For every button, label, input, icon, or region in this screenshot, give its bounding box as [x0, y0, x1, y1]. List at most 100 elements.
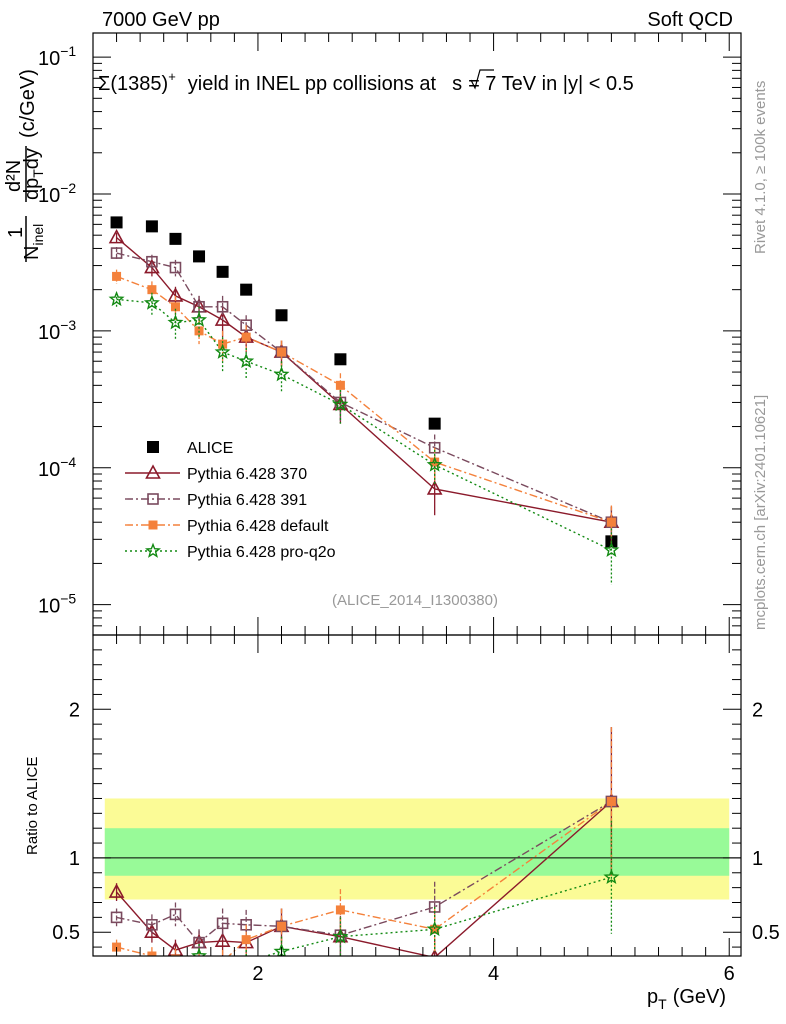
title-text: yield in INEL pp collisions at — [188, 73, 437, 95]
point-pq2o — [108, 290, 125, 307]
point-alice — [193, 250, 206, 263]
series-line-p370 — [116, 237, 612, 523]
ratio-point-pdefault — [606, 796, 616, 806]
y-tick-label: 10−4 — [38, 454, 76, 481]
point-pdefault — [335, 380, 345, 390]
point-alice — [110, 216, 123, 229]
legend-marker-pdefault — [148, 520, 158, 530]
ratio-ylabel: Ratio to ALICE — [24, 757, 41, 855]
point-p370 — [214, 311, 231, 326]
ratio-point-p370 — [214, 932, 231, 947]
legend-marker-p391 — [147, 493, 159, 505]
point-p391 — [169, 261, 182, 274]
point-pdefault — [170, 302, 180, 312]
legend-label-pdefault: Pythia 6.428 default — [187, 518, 329, 535]
ratio-point-pdefault — [218, 957, 227, 966]
ratio-y-tick-label-right: 0.5 — [752, 922, 780, 944]
ratio-point-pq2o — [603, 868, 620, 885]
point-alice — [334, 353, 347, 366]
ylabel-one: 1 — [5, 227, 27, 238]
series-line-p391 — [116, 252, 612, 523]
xlabel-sub: T — [658, 996, 667, 1012]
ratio-point-pdefault — [430, 924, 440, 934]
ratio-point-p391 — [146, 918, 158, 931]
main-series-points — [108, 216, 620, 585]
ratio-band — [93, 798, 741, 900]
ratio-point-pdefault — [170, 954, 180, 956]
series-line-pq2o — [116, 298, 612, 551]
point-alice — [145, 220, 158, 233]
legend-label-pq2o: Pythia 6.428 pro-q2o — [187, 544, 336, 561]
ratio-point-pq2o — [245, 953, 248, 956]
title-particle: Σ(1385) — [98, 73, 168, 95]
ratio-point-p391 — [169, 908, 182, 921]
legend-marker-pq2o — [144, 542, 162, 558]
ratio-point-pq2o — [110, 960, 122, 972]
point-pq2o — [426, 456, 443, 472]
header-right: Soft QCD — [647, 9, 733, 31]
ratio-series-points — [108, 727, 620, 975]
point-pq2o — [238, 352, 255, 369]
point-pdefault — [277, 347, 287, 357]
main-ylabel: Ninel 1 dpTdy d²N (c/GeV) — [3, 69, 46, 262]
ratio-line-p370 — [116, 800, 612, 956]
point-pq2o — [603, 541, 620, 557]
main-series-lines — [116, 237, 612, 551]
legend: ALICE Pythia 6.428 370 Pythia 6.428 391 Pyt… — [125, 440, 336, 561]
ylabel-dpt-sub: T — [30, 169, 46, 178]
legend-marker-p370 — [145, 464, 161, 479]
point-p370 — [426, 480, 443, 495]
ratio-point-pq2o — [426, 920, 443, 937]
header-left: 7000 GeV pp — [102, 9, 220, 31]
main-axes: 10−5 10−4 10−3 10−2 10−1 — [38, 33, 741, 636]
xlabel-units: (GeV) — [673, 986, 726, 1008]
point-p391 — [146, 255, 158, 268]
point-pq2o — [143, 294, 160, 310]
y-tick-label: 10−2 — [38, 180, 76, 207]
point-pq2o — [332, 396, 349, 412]
point-pdefault — [112, 271, 122, 281]
x-tick-label: 2 — [252, 963, 263, 985]
point-pq2o — [167, 314, 184, 330]
ylabel-n-inel-sub: inel — [30, 224, 46, 246]
ratio-point-pq2o — [332, 928, 349, 944]
point-p391 — [110, 247, 123, 259]
plot-title: Σ(1385)+ yield in INEL pp collisions at s =… — [98, 69, 634, 95]
ratio-point-p370 — [108, 883, 125, 898]
sqrt-symbol — [470, 69, 494, 90]
ratio-point-pdefault — [147, 951, 157, 956]
title-charge: + — [168, 69, 176, 84]
point-pq2o — [214, 343, 231, 359]
y-tick-label: 10−3 — [38, 317, 76, 344]
ratio-point-pdefault — [277, 921, 287, 931]
title-sqrt: s — [452, 73, 462, 95]
ratio-point-pq2o — [191, 947, 208, 956]
ratio-point-pq2o — [169, 963, 181, 975]
ratio-band-inner — [104, 828, 730, 876]
ylabel-units: (c/GeV) — [17, 69, 39, 138]
x-tick-label: 6 — [724, 963, 735, 985]
legend-label-p370: Pythia 6.428 370 — [187, 466, 307, 483]
ratio-point-pdefault — [335, 905, 345, 915]
point-pdefault — [147, 285, 157, 295]
point-alice — [216, 265, 229, 278]
y-tick-label: 10−1 — [38, 43, 76, 70]
point-p391 — [216, 300, 229, 313]
point-pdefault — [241, 332, 251, 342]
x-tick-label: 4 — [488, 963, 499, 985]
ratio-line-p391 — [116, 800, 612, 944]
xlabel-p: p — [647, 986, 658, 1008]
title-tail: = 7 TeV in |y| < 0.5 — [468, 73, 634, 95]
y-tick-label: 10−5 — [38, 591, 76, 618]
point-p370 — [108, 228, 125, 244]
ratio-y-tick-label: 0.5 — [52, 922, 80, 944]
ratio-y-tick-label: 1 — [69, 848, 80, 870]
ratio-point-p391 — [110, 911, 123, 924]
point-alice — [275, 309, 288, 322]
point-alice — [240, 283, 253, 296]
point-pq2o — [191, 311, 208, 327]
point-alice — [428, 417, 441, 430]
legend-marker-alice — [147, 441, 159, 453]
series-line-pdefault — [116, 275, 612, 523]
ratio-axes: 2 4 6 0.5 0.5 1 1 2 2 — [52, 635, 780, 985]
